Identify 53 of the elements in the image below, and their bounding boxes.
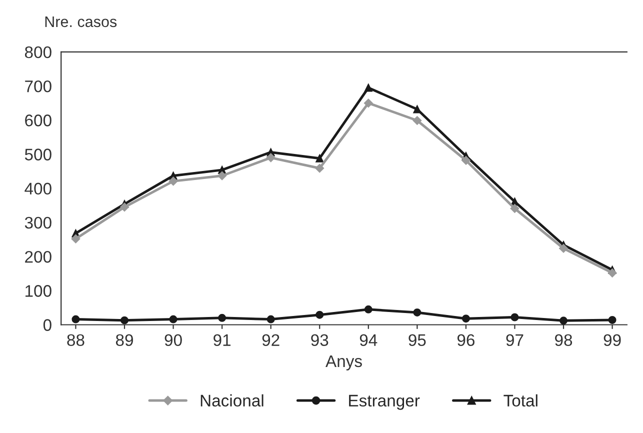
y-tick-label: 500 (24, 148, 52, 160)
x-tick-label: 94 (360, 334, 378, 346)
point (462, 156, 470, 165)
point (412, 116, 422, 125)
point (608, 268, 617, 278)
point (364, 305, 372, 314)
point (316, 310, 324, 319)
point (364, 84, 372, 92)
point (608, 316, 616, 324)
legend-label: Nacional (200, 394, 264, 407)
point (315, 164, 324, 173)
point (120, 316, 128, 324)
x-tick-label: 96 (457, 334, 474, 346)
x-tick-label: 97 (506, 334, 524, 346)
point (510, 313, 519, 322)
x-tick-label: 88 (67, 334, 84, 346)
legend-label: Estranger (349, 394, 420, 410)
point (559, 244, 568, 253)
point (71, 234, 80, 244)
x-tick-label: 91 (214, 334, 231, 346)
legend-label: Total (504, 394, 538, 407)
y-tick-label: 100 (26, 285, 52, 297)
point (168, 176, 178, 186)
x-axis-title: Anys (326, 355, 362, 370)
y-tick-label: 600 (25, 114, 52, 126)
y-tick-label: 0 (43, 319, 52, 331)
point (169, 315, 178, 324)
point (218, 314, 226, 322)
point (72, 315, 80, 324)
x-tick-label: 93 (311, 334, 328, 346)
y-tick-label: 200 (25, 250, 52, 263)
point (120, 202, 129, 212)
point (218, 171, 227, 180)
point (413, 308, 422, 316)
point (462, 314, 470, 323)
point (364, 98, 373, 108)
point (266, 315, 275, 324)
x-tick-label: 98 (555, 334, 572, 346)
x-tick-label: 92 (262, 334, 280, 346)
y-axis-title: Nre. casos (45, 16, 117, 28)
x-tick-label: 90 (164, 334, 182, 346)
x-tick-label: 89 (116, 334, 133, 346)
point (413, 105, 422, 114)
point (266, 153, 276, 162)
y-tick-label: 400 (24, 182, 52, 195)
x-tick-label: 99 (604, 334, 621, 346)
y-tick-label: 300 (24, 216, 52, 229)
x-tick-label: 95 (408, 334, 426, 346)
point (316, 154, 324, 162)
point (560, 316, 568, 325)
y-tick-label: 800 (24, 46, 52, 58)
y-tick-label: 700 (25, 80, 52, 92)
point (510, 204, 520, 213)
